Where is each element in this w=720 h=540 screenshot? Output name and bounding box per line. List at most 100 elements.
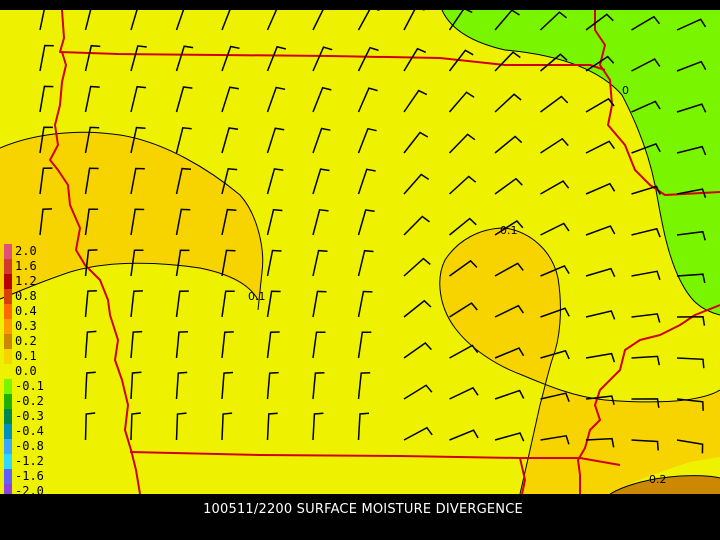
legend-item: -0.2 [4,394,54,409]
legend-swatch [4,319,12,334]
wind-barb [175,371,188,400]
legend-swatch [4,289,12,304]
wind-barb [676,398,704,411]
legend-item: 0.4 [4,304,54,319]
legend-swatch [4,274,12,289]
divergence-band-east [439,228,720,494]
wind-barb [312,208,329,236]
wind-barb [448,49,474,72]
wind-barb [84,126,100,154]
wind-barb [312,10,333,31]
divergence-band-west [0,132,263,300]
wind-barb [676,439,704,454]
wind-barb [221,127,239,154]
boundary-nw-river [49,51,141,494]
wind-barb [403,426,433,441]
legend-item: 1.6 [4,259,54,274]
legend-label: -0.3 [15,409,44,423]
wind-barb [84,371,96,400]
contour-label-0.1-east: 0.1 [500,224,518,237]
wind-barb [84,44,101,72]
wind-barb [266,412,278,441]
wind-barb [494,135,523,154]
wind-barb [403,257,431,277]
wind-barb [84,330,97,359]
wind-barb [676,315,706,326]
contour-0-west-upper [0,131,264,311]
contour-label-0.2-se: 0.2 [649,473,667,486]
wind-barb [84,412,96,441]
legend-item: -1.6 [4,469,54,484]
wind-barb [540,307,570,318]
wind-barb [494,51,521,72]
wind-barb [357,331,372,359]
wind-barb [84,167,99,195]
wind-barb [39,208,53,236]
wind-barb [357,372,371,400]
wind-barb [266,249,282,277]
wind-barb [221,249,236,277]
wind-barb [266,127,285,154]
wind-barb [585,267,616,278]
legend-item: -0.4 [4,424,54,439]
wind-barb [39,126,53,154]
legend-label: -0.4 [15,424,44,438]
legend-swatch [4,439,12,454]
legend-label: 0.1 [15,349,37,363]
wind-barb [266,331,280,359]
wind-barb [631,185,661,195]
legend-swatch [4,469,12,484]
negative-divergence-region [442,10,720,315]
wind-barb [403,299,432,318]
wind-barb [540,434,570,445]
wind-barb [175,330,189,359]
legend-item: 1.2 [4,274,54,289]
wind-barb [221,86,239,113]
wind-barb [175,10,185,31]
wind-barb [631,58,661,72]
wind-barb [266,290,281,318]
wind-barb [676,273,706,284]
wind-barb [585,437,615,448]
wind-barb [266,168,284,195]
wind-barb [84,289,97,318]
wind-barb [312,331,326,359]
wind-barb [84,85,100,113]
legend-swatch [4,409,12,424]
wind-barb [266,86,286,113]
legend-item: 0.3 [4,319,54,334]
legend-label: 0.2 [15,334,37,348]
wind-barb [357,249,374,277]
legend-swatch [4,364,12,379]
wind-barb [631,15,661,31]
contour-0-west-lower [0,262,259,301]
wind-barb [266,371,279,400]
boundary-south [129,451,621,466]
wind-barb [130,167,145,195]
wind-barb [494,304,525,318]
wind-barb [357,46,379,72]
wind-barb [585,13,614,31]
wind-barb [540,222,570,236]
wind-barb [39,44,54,72]
legend-label: -0.1 [15,379,44,393]
legend-label: -1.6 [15,469,44,483]
wind-barb [130,10,138,31]
wind-barb [312,127,331,154]
legend-item: 0.8 [4,289,54,304]
wind-barb [494,10,520,31]
wind-barb [631,355,661,366]
wind-barb [39,10,45,31]
wind-barb [357,412,370,441]
boundary-ne [594,10,720,196]
wind-barb [676,103,707,113]
wind-barb [449,386,479,400]
wind-barb [448,91,475,113]
wind-barb [403,131,429,154]
legend-swatch [4,349,12,364]
wind-barb [312,168,330,195]
legend-label: 1.2 [15,274,37,288]
map-panel: 0 0.1 0.1 0.2 [0,10,720,494]
wind-barb [221,208,237,236]
wind-barb [585,140,616,154]
